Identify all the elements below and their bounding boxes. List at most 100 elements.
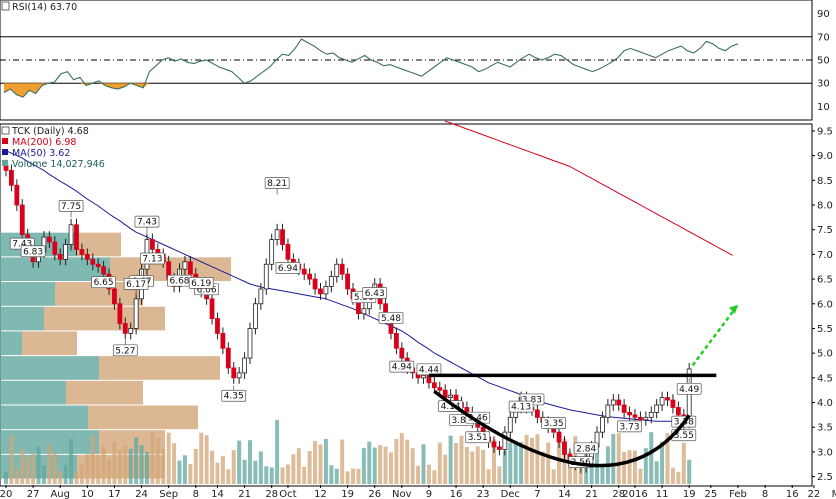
annotation-label: 4.35 — [224, 392, 244, 402]
volume-bar — [670, 467, 675, 484]
volume-bar — [660, 441, 665, 484]
x-tick-label: 12 — [314, 489, 327, 499]
annotation-label: 4.14 — [441, 402, 461, 412]
volume-bar — [627, 450, 632, 484]
candle-body — [616, 399, 622, 406]
price-tick-label: 3.5 — [817, 423, 833, 434]
volume-bar — [329, 465, 334, 484]
annotation-label: 4.94 — [392, 363, 412, 373]
volume-profile-down — [66, 380, 143, 405]
volume-bar — [508, 442, 513, 484]
volume-bar — [63, 464, 68, 484]
candle-body — [502, 431, 508, 450]
volume-bar — [139, 445, 144, 484]
x-tick-label: 24 — [135, 489, 148, 499]
volume-bar — [36, 446, 41, 484]
volume-bar — [681, 442, 686, 484]
chart-settings-icon — [1, 126, 10, 135]
candle-body — [638, 416, 643, 421]
cup-curve — [433, 389, 691, 468]
volume-profile-up — [0, 356, 99, 380]
x-tick-label: 22 — [808, 489, 821, 499]
annotation-label: 6.06 — [197, 285, 217, 295]
rsi-tick-label: 90 — [817, 9, 830, 20]
volume-bar — [654, 461, 659, 484]
candle-body — [632, 414, 638, 418]
candle-body — [334, 263, 340, 278]
candle-body — [307, 273, 313, 280]
candle-body — [285, 244, 291, 260]
candle-body — [9, 170, 14, 186]
annotation-label: 3.55 — [674, 431, 694, 441]
volume-bar — [529, 437, 534, 484]
volume-bar — [150, 432, 155, 484]
annotation-label: 3.83 — [522, 395, 542, 405]
annotation-label: 7.43 — [12, 240, 32, 250]
rsi-line — [3, 38, 739, 98]
price-tick-label: 9.0 — [817, 151, 833, 162]
annotation-box — [264, 177, 290, 189]
volume-profile-down — [88, 405, 198, 430]
candle-body — [14, 184, 20, 206]
x-tick-label: 16 — [786, 489, 799, 499]
volume-bar — [210, 450, 215, 484]
volume-bar — [567, 452, 572, 484]
candle-body — [328, 276, 334, 287]
volume-bar — [31, 453, 36, 484]
annotation-box — [465, 431, 491, 444]
volume-bar — [492, 439, 496, 484]
x-tick-label: 25 — [705, 489, 718, 499]
rsi-panel: 90 70 50 30 10 RSI(14) 63.70 — [0, 0, 830, 121]
price-tick-label: 7.0 — [817, 250, 833, 261]
x-tick-label: 21 — [585, 489, 598, 499]
volume-bar — [632, 450, 637, 484]
price-title: TCK (Daily) 4.68 — [11, 126, 89, 137]
annotation-box — [362, 287, 388, 299]
annotation-label: 6.68 — [169, 277, 189, 287]
candle-body — [84, 253, 90, 260]
candle-body — [610, 399, 616, 406]
annotation-label: 4.49 — [679, 385, 699, 395]
volume-profile-up — [0, 430, 99, 454]
volume-bar — [90, 434, 95, 484]
candle-body — [90, 258, 96, 265]
annotation-label: 6.83 — [23, 247, 43, 257]
volume-bar — [665, 433, 670, 484]
volume-bar — [117, 449, 122, 484]
annotation-label: 6.65 — [94, 278, 114, 288]
candle-body — [149, 239, 155, 250]
candle-body — [220, 332, 226, 349]
volume-bar — [551, 469, 556, 484]
volume-bar — [177, 460, 182, 484]
volume-bar — [345, 471, 350, 484]
volume-bar — [96, 454, 101, 484]
annotation-label: 5.27 — [115, 346, 135, 356]
candle-body — [339, 263, 345, 275]
volume-bar — [258, 451, 263, 484]
volume-bar — [638, 468, 643, 484]
annotation-box — [58, 200, 84, 212]
volume-bar — [226, 469, 231, 484]
price-tick-label: 9.5 — [817, 126, 833, 137]
price-tick-label: 8.0 — [817, 201, 833, 212]
volume-bar — [432, 470, 437, 484]
price-tick-label: 5.0 — [817, 349, 833, 360]
x-tick-label: 2016 — [622, 489, 647, 499]
volume-bar — [231, 450, 236, 484]
ma50-swatch — [2, 149, 8, 155]
x-tick-label: Aug — [50, 489, 70, 499]
candle-body — [133, 298, 139, 329]
volume-bar — [649, 432, 654, 484]
volume-bar — [524, 434, 529, 484]
candle-body — [79, 249, 85, 255]
volume-bar — [79, 464, 84, 484]
annotation-box — [20, 245, 46, 258]
annotation-box — [112, 344, 138, 357]
annotation-box — [508, 400, 534, 413]
candle-body — [215, 318, 220, 334]
volume-bar — [161, 448, 166, 484]
volume-bar — [481, 449, 486, 484]
price-tick-label: 2.5 — [817, 472, 833, 483]
volume-bar — [128, 448, 133, 484]
